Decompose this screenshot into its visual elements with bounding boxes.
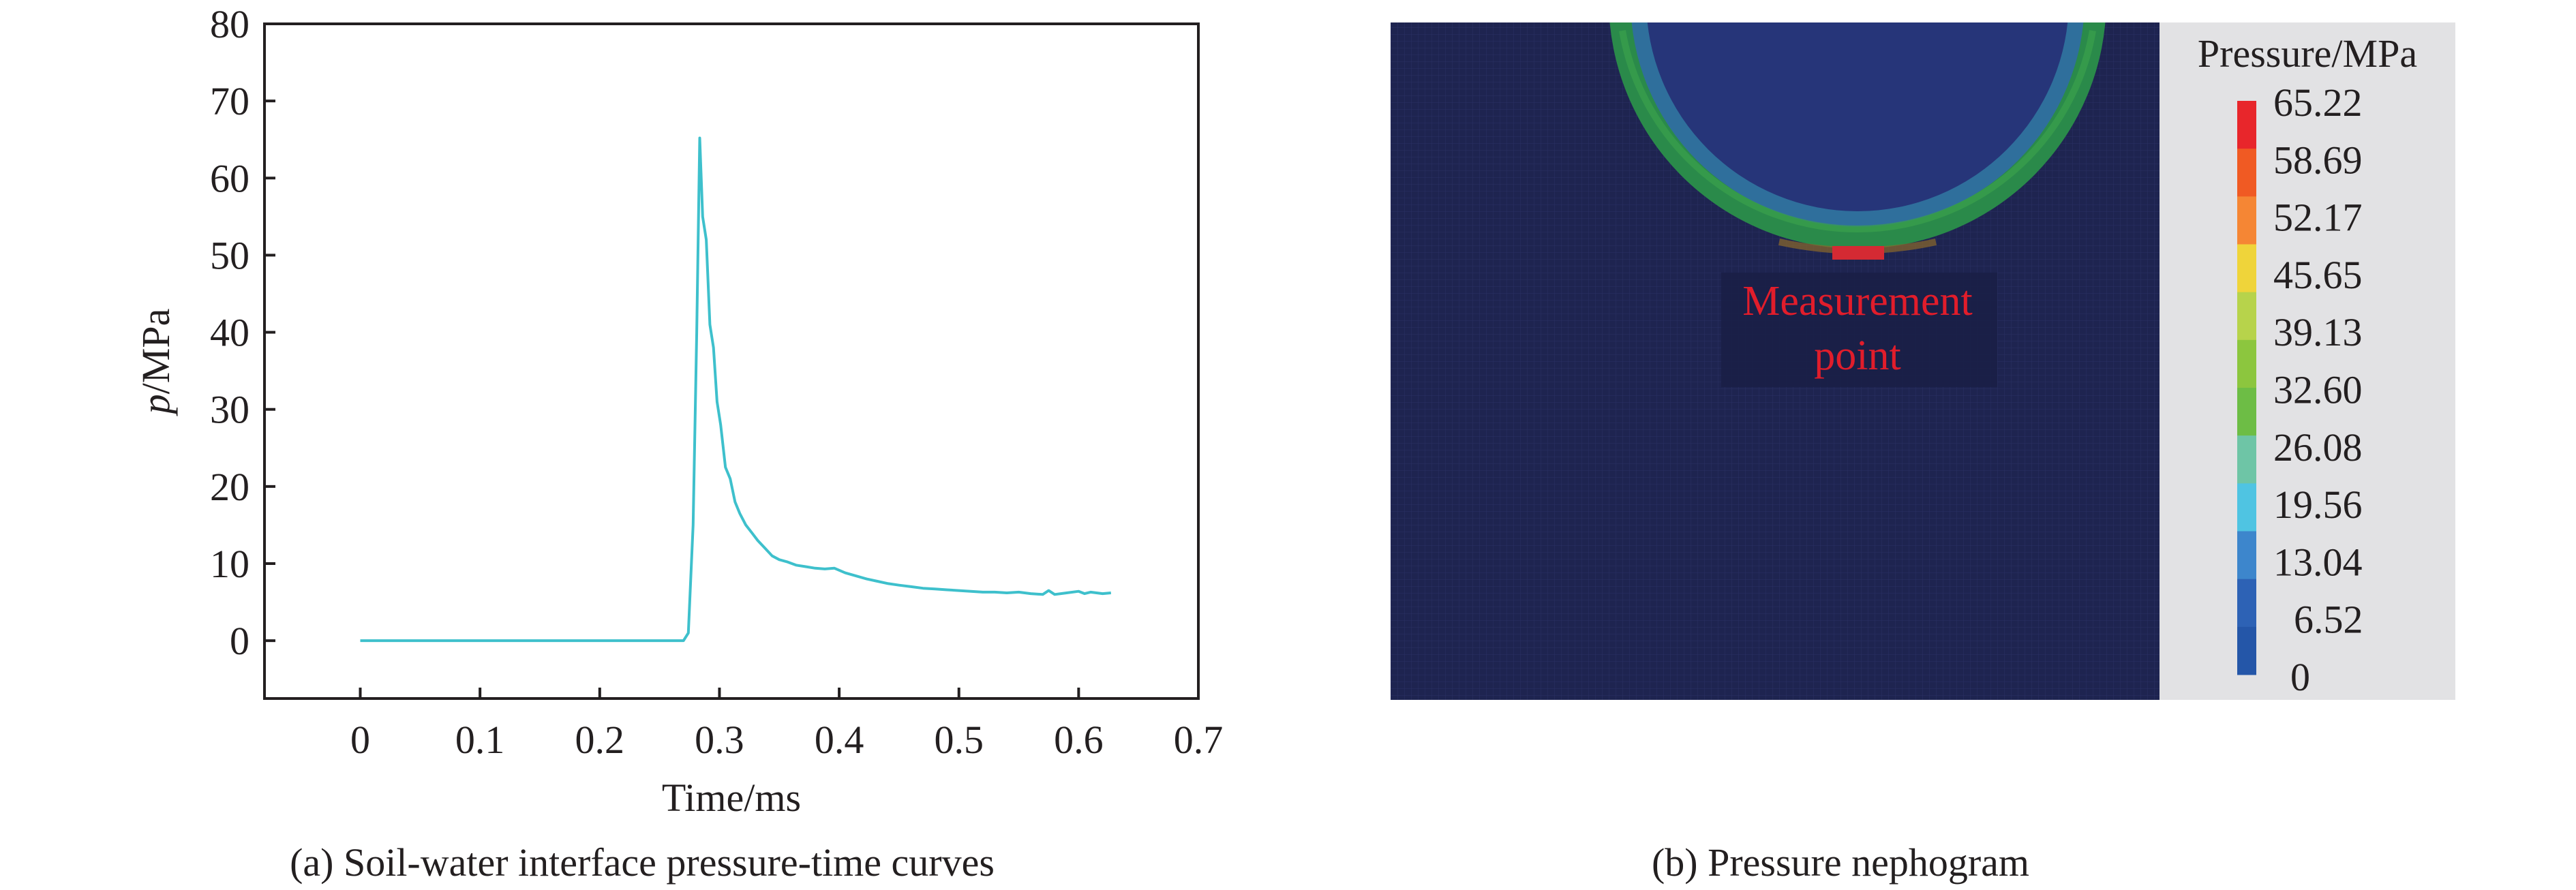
x-tick-label: 0.7 bbox=[1174, 718, 1224, 762]
legend-swatch bbox=[2237, 339, 2256, 388]
pressure-curve bbox=[360, 136, 1111, 643]
y-tick-label: 70 bbox=[210, 79, 249, 123]
measurement-point-marker bbox=[1832, 246, 1884, 260]
legend-swatch bbox=[2237, 101, 2256, 149]
legend-swatch bbox=[2237, 626, 2256, 675]
legend-panel bbox=[2160, 22, 2455, 700]
y-tick-label: 20 bbox=[210, 465, 249, 509]
y-axis-ticks: 0 10 20 30 40 50 60 70 80 bbox=[210, 2, 275, 663]
plot-frame bbox=[263, 22, 1200, 700]
legend-level-label: 65.22 bbox=[2273, 80, 2363, 125]
legend-swatch bbox=[2237, 435, 2256, 484]
legend-level-label: 6.52 bbox=[2294, 598, 2363, 642]
x-tick-label: 0 bbox=[350, 718, 370, 762]
x-tick-label: 0.6 bbox=[1054, 718, 1104, 762]
legend-level-label: 19.56 bbox=[2273, 482, 2363, 527]
y-tick-label: 0 bbox=[230, 619, 249, 663]
legend-level-label: 32.60 bbox=[2273, 368, 2363, 412]
x-tick-label: 0.5 bbox=[934, 718, 984, 762]
y-tick-label: 10 bbox=[210, 542, 249, 586]
caption-b: (b) Pressure nephogram bbox=[1652, 840, 2029, 885]
legend-swatch bbox=[2237, 292, 2256, 341]
pressure-time-chart: 0 10 20 30 40 50 60 70 80 0 0.1 0.2 0.3 0.4 0.5 0.6 0.7… bbox=[134, 2, 1223, 885]
legend-swatch bbox=[2237, 483, 2256, 532]
measurement-label-box bbox=[1721, 273, 1997, 387]
legend-swatch bbox=[2237, 579, 2256, 628]
legend-level-label: 0 bbox=[2290, 655, 2310, 699]
legend-level-label: 52.17 bbox=[2273, 196, 2363, 240]
x-axis-label: Time/ms bbox=[662, 776, 801, 820]
legend-level-label: 58.69 bbox=[2273, 138, 2363, 182]
y-tick-label: 50 bbox=[210, 233, 249, 277]
legend-level-label: 26.08 bbox=[2273, 425, 2363, 470]
legend-swatch bbox=[2237, 149, 2256, 197]
pressure-ring-inner bbox=[1647, 22, 2068, 211]
x-tick-label: 0.1 bbox=[455, 718, 505, 762]
y-tick-label: 60 bbox=[210, 156, 249, 200]
x-tick-label: 0.2 bbox=[575, 718, 625, 762]
y-tick-label: 80 bbox=[210, 2, 249, 46]
legend-swatch bbox=[2237, 244, 2256, 293]
legend-swatch bbox=[2237, 196, 2256, 245]
y-axis-label-unit: /MPa bbox=[134, 309, 178, 395]
x-tick-label: 0.4 bbox=[815, 718, 864, 762]
measurement-label-line1: Measurement bbox=[1742, 278, 1972, 324]
y-tick-label: 30 bbox=[210, 388, 249, 432]
x-axis-ticks: 0 0.1 0.2 0.3 0.4 0.5 0.6 0.7 bbox=[350, 688, 1223, 762]
y-axis-label: p/MPa bbox=[134, 309, 178, 417]
arc-green-band bbox=[1619, 30, 2096, 232]
legend-title: Pressure/MPa bbox=[2198, 31, 2417, 76]
pressure-nephogram: Measurement point Pressure/MPa 65.22 58.6… bbox=[1391, 22, 2455, 885]
legend-level-label: 13.04 bbox=[2273, 540, 2363, 584]
legend-swatch bbox=[2237, 531, 2256, 580]
y-axis-label-symbol: p bbox=[134, 394, 178, 416]
x-tick-label: 0.3 bbox=[695, 718, 744, 762]
legend-level-label: 45.65 bbox=[2273, 253, 2363, 297]
legend-color-bar bbox=[2237, 101, 2256, 675]
measurement-label-line2: point bbox=[1814, 333, 1900, 379]
legend-level-label: 39.13 bbox=[2273, 310, 2363, 354]
legend-labels: 65.22 58.69 52.17 45.65 39.13 32.60 26.08 19.56… bbox=[2273, 80, 2363, 699]
legend-swatch bbox=[2237, 388, 2256, 436]
caption-a: (a) Soil-water interface pressure-time c… bbox=[290, 840, 995, 885]
y-tick-label: 40 bbox=[210, 311, 249, 355]
